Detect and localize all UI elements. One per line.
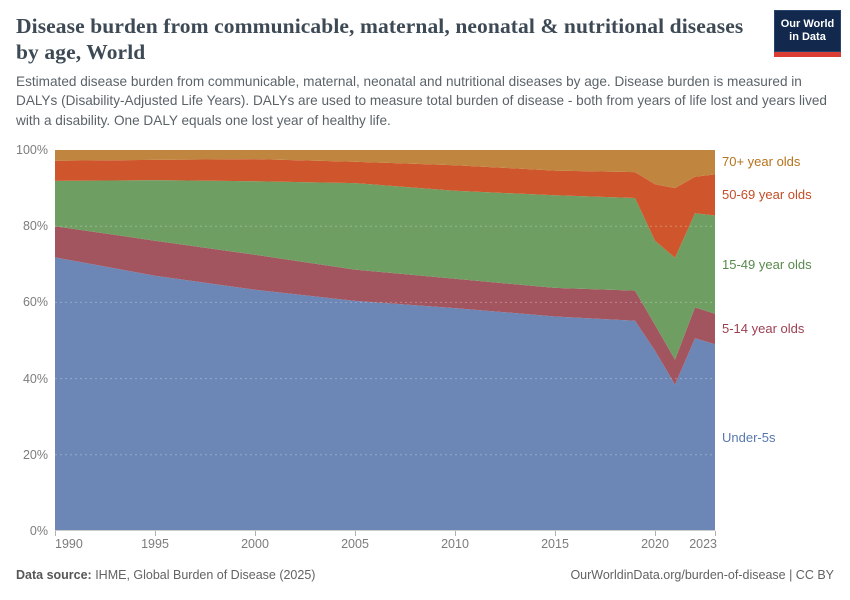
chart-subtitle: Estimated disease burden from communicab… [16,74,827,128]
owid-logo-line2: in Data [789,31,826,43]
legend-label-under-5s[interactable]: Under-5s [722,429,776,445]
y-axis-label-80: 80% [22,219,48,234]
chart-title: Disease burden from communicable, matern… [16,14,744,65]
area-band-under-5s [55,257,715,531]
x-axis-tick-2020 [655,531,656,536]
data-source-text: IHME, Global Burden of Disease (2025) [91,568,316,582]
x-axis-label-2023: 2023 [689,537,717,551]
x-axis-label-1990: 1990 [55,537,83,551]
x-axis-tick-2005 [355,531,356,536]
y-axis-label-60: 60% [22,295,48,310]
x-axis-label-1995: 1995 [141,537,169,551]
y-axis-label-20: 20% [22,447,48,462]
x-axis-tick-2010 [455,531,456,536]
x-axis-tick-2023 [715,531,716,536]
y-axis-label-0: 0% [29,524,48,538]
area-band-50-69-year-olds [55,159,715,258]
legend-label-70-year-olds[interactable]: 70+ year olds [722,154,801,170]
stacked-area-plot [55,150,715,536]
y-axis-label-100: 100% [16,143,48,157]
data-source-note: Data source: IHME, Global Burden of Dise… [16,568,315,582]
y-axis-label-40: 40% [22,371,48,386]
area-band-15-49-year-olds [55,180,715,360]
legend-label-5-14-year-olds[interactable]: 5-14 year olds [722,321,805,337]
x-axis-label-2005: 2005 [341,537,369,551]
x-axis-label-2010: 2010 [441,537,469,551]
x-axis-tick-1995 [155,531,156,536]
owid-logo-line1: Our World [780,18,835,31]
attribution-text: OurWorldinData.org/burden-of-disease | C… [570,568,834,582]
data-source-label: Data source: [16,568,92,582]
owid-logo: Our World in Data [774,10,841,57]
x-axis-label-2020: 2020 [641,537,669,551]
area-band-70-year-olds [55,150,715,189]
chart-footer: Data source: IHME, Global Burden of Dise… [16,568,834,582]
area-band-5-14-year-olds [55,226,715,385]
legend-label-15-49-year-olds[interactable]: 15-49 year olds [722,256,812,272]
stacked-area-svg [55,150,715,531]
x-axis-tick-1990 [55,531,56,536]
x-axis-label-2015: 2015 [541,537,569,551]
x-axis-label-2000: 2000 [241,537,269,551]
x-axis-tick-2015 [555,531,556,536]
x-axis-tick-2000 [255,531,256,536]
legend-label-50-69-year-olds[interactable]: 50-69 year olds [722,186,812,202]
